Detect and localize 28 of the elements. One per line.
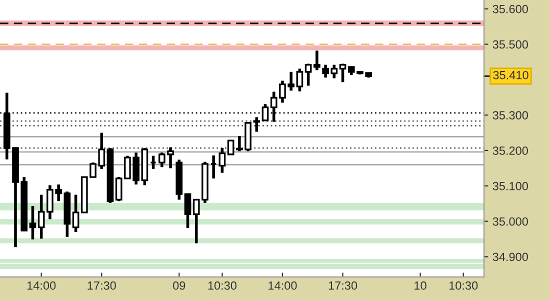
x-tick-label: 10	[414, 281, 426, 290]
candlestick	[304, 62, 312, 88]
x-tick-label: 10:30	[208, 281, 237, 290]
candlestick	[314, 49, 320, 72]
y-tick-label: 35.500	[492, 40, 528, 49]
text: 35.410	[493, 70, 528, 80]
x-tick-label: 14:00	[27, 281, 56, 290]
candlestick	[262, 102, 269, 122]
y-tick-label: 35.200	[492, 146, 528, 155]
x-tick-label: 10:30	[449, 281, 478, 290]
candlestick	[296, 67, 304, 93]
candlestick	[227, 138, 234, 156]
candlestick	[150, 154, 157, 170]
y-tick-label: 35.600	[492, 4, 528, 14]
y-tick-label: 35.300	[492, 111, 528, 120]
x-tick-label: 17:30	[328, 281, 358, 290]
y-tick-label: 35.000	[492, 217, 528, 226]
x-tick-label: 17:30	[88, 281, 116, 290]
candlestick	[29, 204, 36, 241]
candlestick	[218, 146, 226, 174]
x-tick-label: 09	[173, 281, 186, 290]
candlestick	[210, 154, 217, 180]
candlestick	[72, 193, 80, 234]
candlestick	[339, 62, 346, 84]
y-tick-label: 34.900	[492, 252, 528, 262]
candlestick	[184, 192, 192, 230]
y-tick-label: 35.100	[492, 182, 528, 190]
x-tick-label: 14:00	[268, 281, 297, 290]
